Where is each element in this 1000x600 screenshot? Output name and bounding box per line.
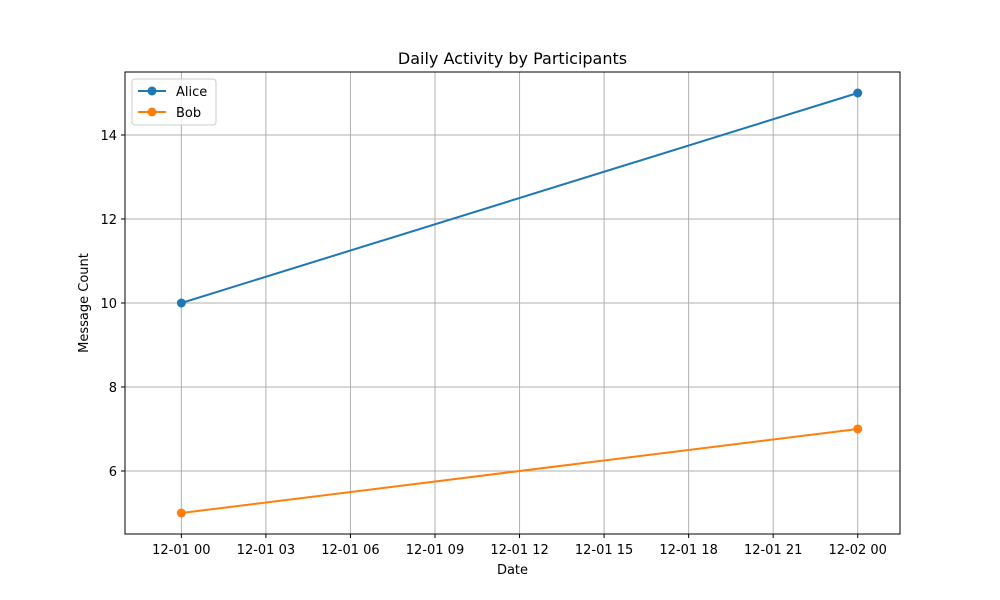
x-tick-label: 12-01 06	[321, 543, 379, 558]
legend-label-alice: Alice	[176, 85, 207, 100]
series-line-alice	[181, 92, 859, 304]
data-point-alice	[853, 88, 863, 98]
y-tick-label: 12	[100, 213, 117, 228]
ticks: 12-01 00 12-01 03 12-01 06 12-01 09 12-01 12…	[100, 129, 887, 558]
legend-marker-bob	[147, 107, 157, 117]
series-layer	[176, 88, 863, 518]
data-point-bob	[176, 508, 186, 518]
x-tick-label: 12-02 00	[829, 543, 887, 558]
series-line-bob	[181, 428, 858, 514]
data-point-alice	[176, 298, 186, 308]
x-tick-label: 12-01 18	[659, 543, 717, 558]
chart-title: Daily Activity by Participants	[398, 49, 627, 68]
x-tick-label: 12-01 00	[152, 543, 210, 558]
y-axis-label: Message Count	[77, 253, 92, 353]
x-tick-label: 12-01 09	[406, 543, 464, 558]
x-tick-label: 12-01 21	[744, 543, 802, 558]
y-tick-label: 8	[109, 381, 117, 396]
x-axis-label: Date	[497, 563, 528, 578]
x-tick-label: 12-01 03	[237, 543, 295, 558]
legend: Alice Bob	[131, 78, 217, 126]
x-tick-label: 12-01 15	[575, 543, 633, 558]
legend-label-bob: Bob	[176, 106, 201, 121]
y-tick-label: 10	[100, 297, 117, 312]
y-tick-label: 14	[100, 129, 117, 144]
x-tick-label: 12-01 12	[490, 543, 548, 558]
y-tick-label: 6	[109, 465, 117, 480]
data-point-bob	[853, 424, 863, 434]
legend-marker-alice	[147, 86, 157, 96]
